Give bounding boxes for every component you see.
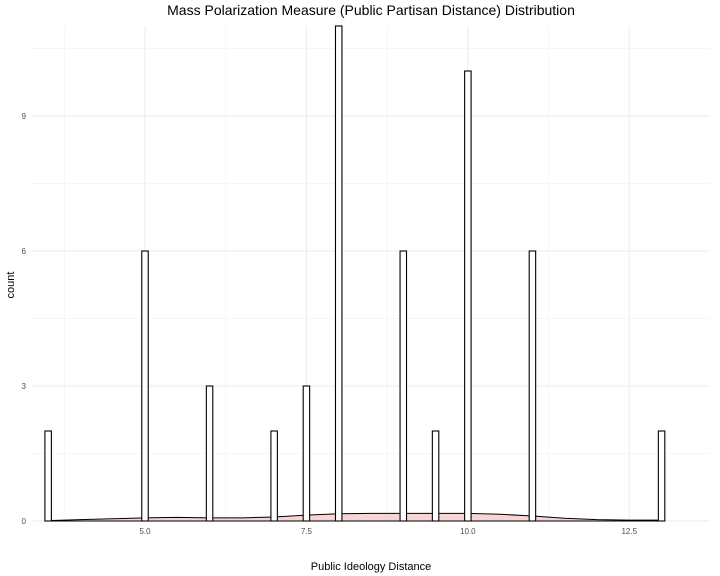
histogram-bar <box>270 430 278 522</box>
tick-labels: 5.0 7.5 10.0 12.5 0 3 6 9 <box>22 112 638 536</box>
y-tick-label: 3 <box>22 382 27 391</box>
y-tick-label: 9 <box>22 112 27 121</box>
histogram-bar <box>205 385 214 522</box>
x-tick-label: 12.5 <box>621 527 637 536</box>
grid <box>32 26 710 522</box>
histogram-bar <box>657 430 666 522</box>
y-tick-label: 6 <box>22 247 27 256</box>
bars-layer <box>44 25 666 522</box>
x-tick-label: 7.5 <box>301 527 313 536</box>
density-layer <box>47 512 663 522</box>
histogram-bar <box>431 430 440 522</box>
histogram-bar <box>44 430 52 522</box>
histogram-bar <box>302 385 311 522</box>
histogram-bar <box>399 250 408 522</box>
y-tick-label: 0 <box>22 517 27 526</box>
chart-title: Mass Polarization Measure (Public Partis… <box>167 2 575 18</box>
histogram-bar <box>141 250 149 522</box>
x-tick-label: 10.0 <box>460 527 476 536</box>
x-axis-label: Public Ideology Distance <box>311 561 431 573</box>
density-curve <box>47 512 663 522</box>
histogram-bar <box>464 70 472 522</box>
x-tick-label: 5.0 <box>139 527 151 536</box>
y-axis-label: count <box>5 272 17 299</box>
histogram-bar <box>528 250 537 522</box>
histogram-bar <box>334 25 343 522</box>
